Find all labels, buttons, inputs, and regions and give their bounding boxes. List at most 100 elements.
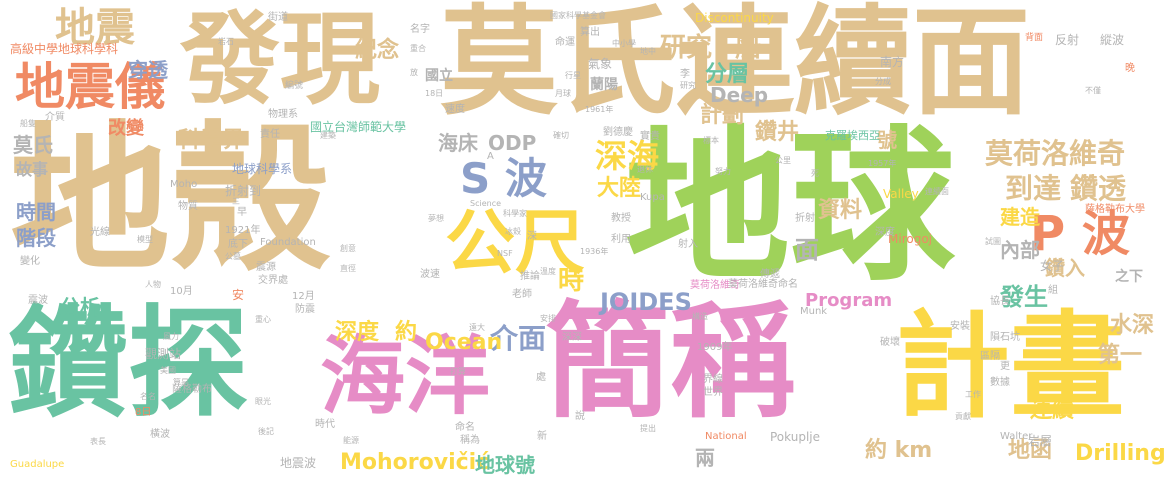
cloud-word: 人物 [145, 280, 161, 289]
cloud-word: 速度 [445, 104, 465, 115]
cloud-word: 計劃 [700, 103, 745, 128]
cloud-word: 介質 [45, 112, 65, 123]
cloud-word: Foundation [260, 237, 316, 248]
cloud-word: 研究 [680, 81, 696, 90]
cloud-word: 水深 [1110, 313, 1155, 338]
cloud-word: 科學界 [178, 128, 245, 153]
cloud-word: Deep [710, 83, 769, 107]
cloud-word: 深度 [875, 227, 895, 238]
cloud-word: 安排 [540, 314, 556, 323]
cloud-word: 公里 [775, 156, 791, 165]
cloud-word: 地球號 [475, 453, 535, 477]
cloud-word: 編號 [285, 81, 304, 91]
cloud-word: 12月 [292, 291, 315, 302]
cloud-word: 薩格勒布大學 [1085, 204, 1145, 215]
cloud-word: 國立 [425, 68, 453, 84]
cloud-word: 計畫 [895, 300, 1126, 434]
cloud-word: 穿透 [128, 58, 168, 82]
cloud-word: 科學家 [503, 209, 527, 218]
cloud-word: 死 [811, 169, 819, 178]
cloud-word: 鑽探 [8, 295, 248, 434]
cloud-word: 折射到 [225, 184, 262, 198]
cloud-word: 不僅 [1085, 86, 1101, 95]
cloud-word: 深度 [335, 320, 380, 345]
cloud-word: 風力 [163, 332, 179, 341]
cloud-word: 隕石坑 [990, 332, 1020, 343]
cloud-word: 責任 [260, 129, 280, 140]
cloud-word: Pokuplje [770, 430, 821, 444]
cloud-word: 變化 [20, 256, 40, 267]
cloud-word: 打算 [450, 367, 466, 376]
cloud-word: Walter [1000, 431, 1033, 442]
cloud-word: 貢獻 [955, 412, 971, 421]
cloud-word: 街道 [268, 12, 288, 23]
cloud-word: 號 [877, 128, 897, 152]
cloud-word: 行星 [565, 71, 581, 80]
cloud-word: 提出 [640, 424, 656, 433]
cloud-word: 教授 [611, 213, 631, 224]
cloud-word: 重心 [255, 315, 271, 324]
cloud-word: 實貴 [640, 131, 660, 142]
cloud-word: 命名 [455, 422, 475, 433]
cloud-word: 界線 [703, 374, 723, 385]
cloud-word: 李 [680, 69, 690, 80]
cloud-word: 眼光 [255, 397, 271, 406]
cloud-word: 橫波 [150, 429, 170, 440]
cloud-word: 深海 [595, 137, 660, 175]
cloud-word: Mohorovičić [340, 450, 490, 475]
cloud-word: 重合 [410, 44, 426, 53]
cloud-word: 南方 [880, 55, 905, 69]
cloud-word: 莫荷洛維奇 [985, 137, 1126, 170]
cloud-word: 第一 [1098, 343, 1143, 368]
cloud-word: 國立台灣師範大學 [310, 120, 407, 134]
cloud-word: 建造 [1000, 205, 1040, 229]
cloud-word: 深深 [562, 332, 582, 343]
cloud-word: 觀測站 [145, 347, 182, 361]
cloud-word: 岩層 [1028, 434, 1053, 448]
cloud-word: 鑽入 [1045, 256, 1085, 280]
cloud-word: 地中 [640, 47, 656, 56]
cloud-word: 處 [536, 372, 546, 383]
cloud-word: 早 [237, 207, 247, 218]
cloud-word: 命運 [555, 37, 575, 48]
cloud-word: 研究 [660, 33, 713, 63]
cloud-word: 地震波 [280, 456, 317, 470]
cloud-word: 更 [1000, 361, 1010, 372]
cloud-word: 安 [232, 288, 245, 302]
cloud-word: 時 [558, 266, 585, 296]
cloud-word: 時間 [16, 200, 56, 224]
cloud-word: 簡稱 [545, 290, 795, 435]
cloud-word: NSF [497, 249, 513, 258]
cloud-word: 女子 [1040, 259, 1065, 273]
cloud-word: 船隻 [20, 119, 36, 128]
cloud-word: 海洋 [320, 328, 491, 427]
cloud-word: 1957年 [868, 159, 897, 168]
cloud-word: 波速 [420, 269, 440, 280]
cloud-word: ODP [488, 131, 537, 155]
cloud-word: 創意 [340, 244, 356, 253]
cloud-word: 射入 [678, 239, 698, 250]
cloud-word: 18日 [425, 89, 444, 98]
cloud-word: 兩 [695, 446, 715, 470]
cloud-word: National [705, 431, 747, 442]
cloud-word: 說 [575, 411, 585, 422]
cloud-word: 約 km [865, 438, 933, 463]
cloud-word: 老師 [512, 289, 532, 300]
cloud-word: Guadalupe [10, 459, 65, 470]
cloud-word: Valley [883, 187, 919, 201]
cloud-word: 紀念 [355, 38, 400, 63]
cloud-word: 晚 [1125, 63, 1135, 74]
cloud-word: 莫荷洛維奇 [690, 280, 740, 291]
cloud-word: 遠大 [469, 323, 485, 332]
cloud-word: 地震 [55, 5, 135, 51]
cloud-word: Mirogoj [888, 232, 932, 246]
cloud-word: 階段 [16, 226, 56, 250]
cloud-word: 破壞 [880, 337, 900, 348]
cloud-word: 連續 [1030, 398, 1075, 423]
cloud-word: 中小學 [612, 39, 636, 48]
cloud-word: 發生 [1000, 283, 1048, 311]
cloud-word: 構造 [692, 312, 708, 321]
cloud-word: 1936年 [580, 247, 609, 256]
cloud-word: 地球科學系 [232, 162, 293, 176]
cloud-word: 發現 [180, 1, 380, 118]
